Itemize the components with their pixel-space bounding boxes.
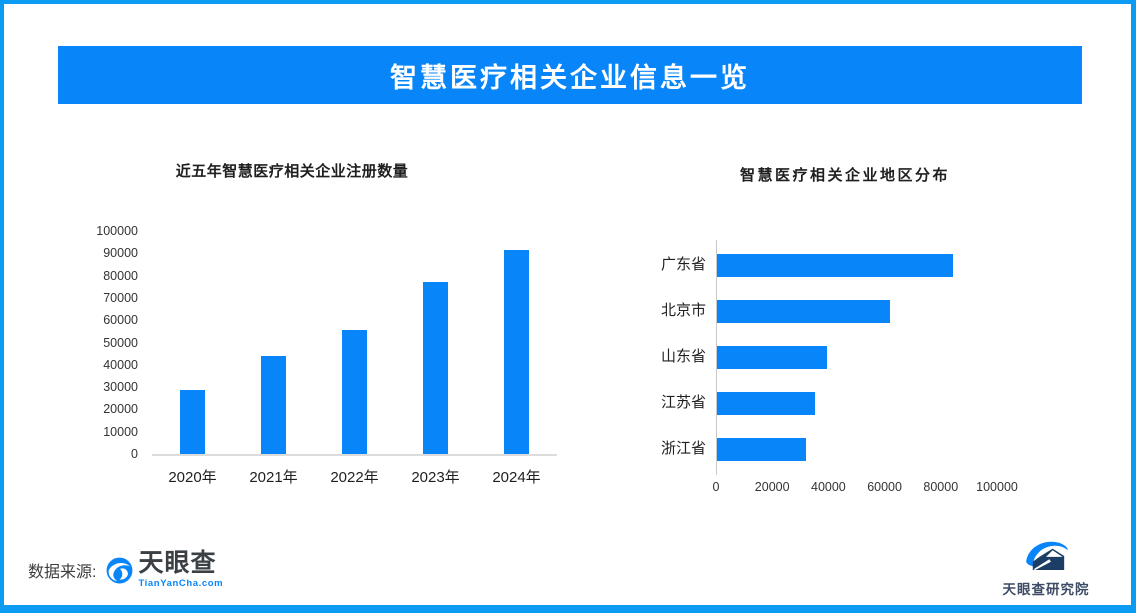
x-axis-category-label: 2024年	[492, 469, 541, 486]
institute-name: 天眼查研究院	[1002, 582, 1090, 597]
column-bar	[180, 390, 205, 454]
region-bar	[717, 391, 815, 415]
region-category-label: 山东省	[660, 348, 706, 365]
y-axis-tick-label: 30000	[103, 380, 138, 395]
y-axis-tick-label: 80000	[103, 268, 138, 283]
left-chart-title: 近五年智慧医疗相关企业注册数量	[175, 163, 409, 180]
right-chart-title: 智慧医疗相关企业地区分布	[739, 167, 950, 184]
region-category-label: 江苏省	[660, 394, 706, 411]
column-bar	[342, 330, 367, 454]
x-axis-tick-label: 80000	[923, 480, 959, 494]
x-axis-tick-label: 20000	[754, 480, 790, 494]
title-banner: 智慧医疗相关企业信息一览	[58, 46, 1082, 104]
y-axis-tick-label: 50000	[103, 335, 138, 350]
y-axis-tick-label: 20000	[103, 402, 138, 417]
data-source: 数据来源: 天眼查 TianYanCha.com	[28, 550, 223, 590]
x-axis-line	[152, 454, 557, 456]
y-axis-tick-label: 10000	[103, 424, 138, 439]
x-axis-category-label: 2021年	[249, 469, 298, 486]
institute-logo: 天眼查研究院	[986, 537, 1106, 598]
region-bar	[717, 437, 806, 461]
page-border-top	[0, 0, 1136, 4]
tianyancha-wordmark: 天眼查 TianYanCha.com	[138, 549, 224, 590]
x-axis-category-label: 2023年	[411, 469, 460, 486]
x-axis-tick-label: 60000	[867, 480, 902, 494]
y-axis-tick-label: 100000	[96, 224, 138, 238]
x-axis-category-label: 2022年	[330, 469, 379, 486]
y-axis-tick-label: 90000	[103, 246, 138, 261]
tianyancha-domain: TianYanCha.com	[138, 578, 224, 589]
y-axis-tick-label: 0	[131, 447, 138, 461]
region-bar	[717, 345, 827, 369]
institute-icon	[1026, 541, 1068, 571]
page-border-bottom	[0, 605, 1136, 613]
region-category-label: 广东省	[660, 256, 706, 273]
y-axis-line	[716, 240, 717, 475]
tianyancha-name: 天眼查	[138, 549, 217, 577]
column-bar	[423, 282, 448, 454]
region-bar	[717, 253, 953, 277]
y-axis-tick-label: 60000	[103, 313, 138, 328]
region-category-label: 浙江省	[660, 440, 706, 457]
y-axis-tick-label: 70000	[103, 290, 138, 305]
page-border-left	[0, 0, 4, 613]
x-axis-tick-label: 0	[712, 480, 720, 494]
page-border-right	[1131, 0, 1136, 613]
tianyancha-logo: 天眼查 TianYanCha.com	[106, 551, 223, 589]
column-bar	[261, 356, 286, 454]
x-axis-tick-label: 40000	[811, 480, 846, 494]
x-axis-tick-label: 100000	[976, 480, 1018, 494]
tianyancha-eye-icon	[107, 557, 133, 583]
page-title: 智慧医疗相关企业信息一览	[390, 62, 750, 93]
data-source-label: 数据来源:	[28, 564, 97, 581]
region-category-label: 北京市	[660, 302, 706, 319]
x-axis-category-label: 2020年	[168, 469, 217, 486]
region-bar	[717, 299, 890, 323]
y-axis-tick-label: 40000	[103, 357, 138, 372]
column-bar	[504, 250, 529, 454]
